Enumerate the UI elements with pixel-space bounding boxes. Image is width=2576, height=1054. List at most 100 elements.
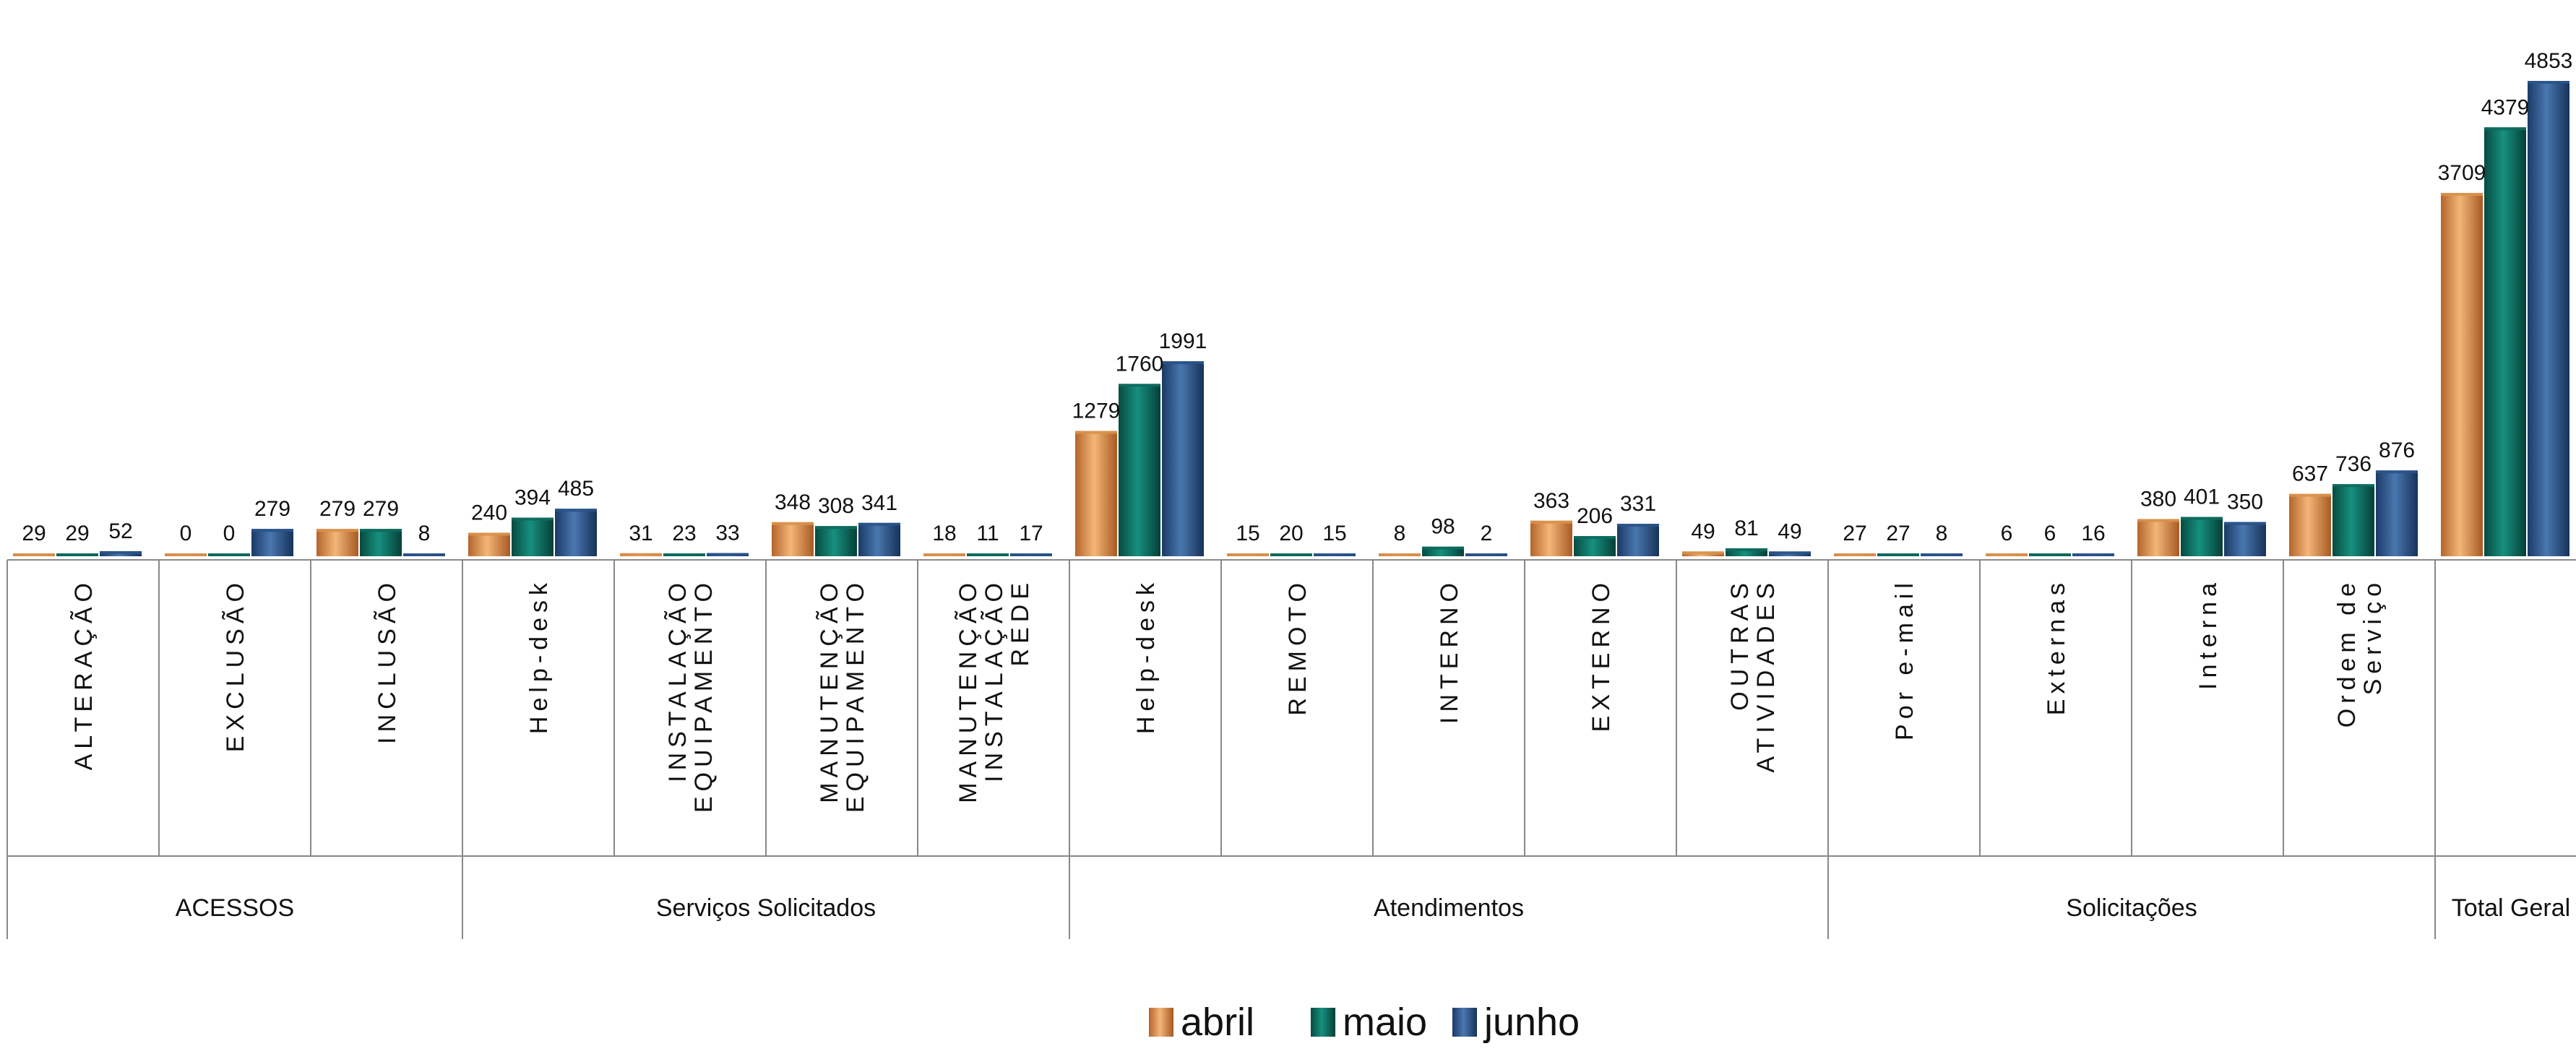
value-label-maio-3: 394 — [514, 486, 551, 510]
category-label-2-0: INCLUSÃO — [374, 578, 401, 744]
value-label-abril-6: 18 — [932, 522, 956, 545]
bar-cap-junho-15 — [2376, 470, 2418, 474]
bar-cap-abril-13 — [1986, 553, 2028, 556]
value-label-maio-15: 736 — [2335, 452, 2372, 476]
bar-cap-junho-5 — [858, 522, 900, 526]
category-label-12-0: Por e-mail — [1891, 578, 1918, 740]
bar-abril-2 — [316, 529, 358, 556]
value-label-maio-10: 206 — [1577, 504, 1613, 528]
legend-label-junho: junho — [1483, 1001, 1580, 1044]
bar-cap-maio-1 — [208, 553, 250, 556]
bar-maio-15 — [2332, 484, 2374, 556]
bar-cap-junho-7 — [1162, 361, 1204, 365]
value-label-abril-8: 15 — [1236, 522, 1259, 545]
bar-cap-abril-5 — [772, 522, 814, 525]
bar-cap-maio-16 — [2484, 127, 2526, 131]
value-label-maio-7: 1760 — [1116, 352, 1164, 376]
category-label-4-0: INSTALAÇÃO — [664, 578, 692, 782]
bar-cap-junho-6 — [1010, 553, 1052, 556]
bar-maio-5 — [815, 526, 857, 556]
bar-junho-5 — [858, 522, 900, 556]
bar-abril-16 — [2441, 193, 2483, 556]
bar-cap-abril-3 — [468, 532, 510, 536]
bar-junho-3 — [555, 509, 597, 556]
value-label-maio-9: 98 — [1431, 515, 1455, 539]
value-label-maio-11: 81 — [1734, 517, 1758, 540]
category-label-0-0: ALTERAÇÃO — [70, 578, 98, 770]
value-label-abril-7: 1279 — [1072, 399, 1121, 423]
bar-cap-maio-6 — [967, 553, 1009, 556]
category-label-1-0: EXCLUSÃO — [222, 578, 249, 752]
bar-maio-16 — [2484, 127, 2526, 556]
bar-cap-junho-13 — [2072, 553, 2114, 556]
bar-cap-junho-14 — [2224, 522, 2266, 525]
bar-cap-abril-11 — [1682, 551, 1724, 555]
bar-junho-1 — [251, 529, 293, 556]
value-label-maio-16: 4379 — [2481, 95, 2530, 119]
bar-cap-maio-14 — [2181, 517, 2223, 520]
bar-cap-junho-1 — [251, 529, 293, 532]
category-label-6-2: REDE — [1007, 578, 1034, 666]
value-label-maio-2: 279 — [363, 497, 399, 521]
bar-abril-7 — [1075, 431, 1117, 556]
value-label-abril-15: 637 — [2292, 462, 2328, 486]
value-label-junho-15: 876 — [2379, 439, 2415, 462]
category-label-7-0: Help-desk — [1132, 578, 1160, 734]
value-label-junho-11: 49 — [1778, 519, 1801, 543]
bar-cap-junho-9 — [1465, 553, 1507, 556]
group-label-3: Solicitações — [2066, 894, 2197, 922]
bar-cap-maio-4 — [663, 553, 705, 556]
value-label-abril-9: 8 — [1394, 522, 1406, 545]
value-label-maio-1: 0 — [223, 522, 236, 545]
value-label-maio-5: 308 — [818, 494, 854, 518]
bar-cap-maio-13 — [2029, 553, 2071, 556]
bar-cap-maio-9 — [1422, 546, 1464, 550]
bar-cap-abril-14 — [2137, 519, 2179, 522]
value-label-junho-0: 52 — [108, 519, 132, 543]
bar-cap-abril-0 — [13, 553, 55, 556]
value-label-junho-3: 485 — [558, 477, 594, 501]
legend-swatch-abril — [1149, 1008, 1173, 1037]
value-label-junho-8: 15 — [1322, 522, 1346, 545]
bar-cap-maio-15 — [2332, 484, 2374, 488]
bar-cap-abril-1 — [165, 553, 207, 556]
bar-cap-maio-10 — [1574, 536, 1616, 540]
value-label-maio-0: 29 — [65, 522, 89, 545]
value-label-maio-4: 23 — [672, 522, 696, 545]
category-label-9-0: INTERNO — [1436, 578, 1463, 724]
category-label-6-0: MANUTENÇÃO — [955, 578, 982, 803]
value-label-abril-14: 380 — [2140, 487, 2176, 511]
value-label-abril-2: 279 — [319, 497, 356, 521]
group-label-2: Atendimentos — [1374, 894, 1524, 922]
category-label-10-0: EXTERNO — [1588, 578, 1615, 732]
category-label-4-1: EQUIPAMENTO — [690, 578, 718, 813]
value-label-maio-12: 27 — [1886, 522, 1910, 545]
value-label-junho-4: 33 — [715, 522, 739, 545]
bar-cap-abril-7 — [1075, 431, 1117, 434]
category-label-11-1: ATIVIDADES — [1752, 578, 1780, 773]
value-label-abril-3: 240 — [471, 501, 507, 524]
bar-cap-junho-11 — [1769, 551, 1811, 555]
bar-junho-7 — [1162, 361, 1204, 556]
bar-junho-15 — [2376, 470, 2418, 556]
value-label-abril-4: 31 — [629, 522, 652, 545]
bar-cap-abril-9 — [1379, 553, 1421, 556]
value-label-abril-0: 29 — [22, 522, 46, 545]
bar-cap-maio-7 — [1119, 384, 1160, 387]
category-label-6-1: INSTALAÇÃO — [981, 578, 1008, 782]
bar-cap-junho-8 — [1314, 553, 1356, 556]
value-label-abril-13: 6 — [2001, 522, 2013, 545]
legend-swatch-maio — [1311, 1008, 1335, 1037]
category-label-14-0: Interna — [2194, 578, 2222, 690]
value-label-junho-16: 4853 — [2525, 49, 2573, 73]
bar-maio-2 — [360, 529, 402, 556]
bar-cap-maio-2 — [360, 529, 402, 532]
category-label-11-0: OUTRAS — [1726, 578, 1754, 711]
value-label-abril-5: 348 — [775, 491, 811, 514]
value-label-abril-10: 363 — [1533, 489, 1569, 513]
value-label-junho-5: 341 — [861, 491, 897, 515]
bar-cap-junho-4 — [707, 553, 749, 556]
bar-cap-junho-16 — [2528, 81, 2569, 84]
